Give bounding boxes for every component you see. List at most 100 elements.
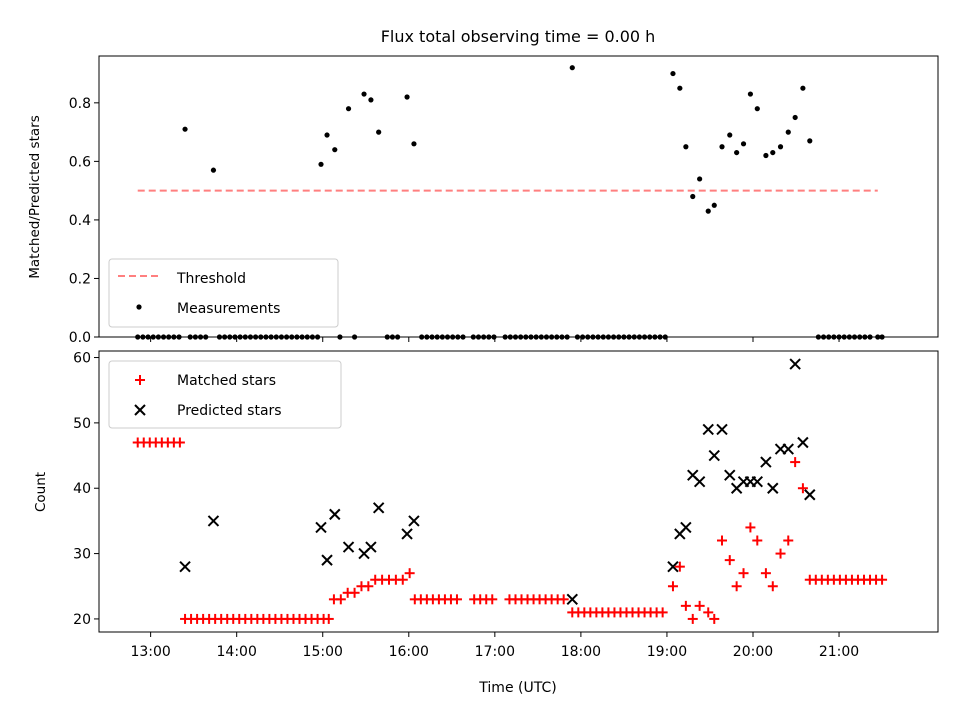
- measurement-point: [187, 334, 193, 340]
- measurement-point: [210, 167, 217, 173]
- measurement-point: [227, 334, 233, 340]
- y-tick-label: 0.4: [69, 213, 91, 229]
- measurement-point: [299, 334, 305, 340]
- measurement-point: [792, 114, 798, 121]
- predicted-star-point: [760, 456, 772, 468]
- predicted-star-point: [566, 593, 578, 606]
- top-panel: 0.00.20.40.60.8 Matched/Predicted stars …: [27, 55, 939, 346]
- measurement-point: [569, 65, 575, 71]
- measurement-point: [176, 334, 182, 340]
- measurement-point: [237, 334, 243, 340]
- measurement-point: [460, 334, 466, 340]
- measurement-point: [182, 126, 188, 132]
- x-tick-label: 21:00: [819, 644, 859, 660]
- predicted-star-point: [372, 502, 385, 514]
- measurement-point: [559, 334, 565, 340]
- measurement-point: [222, 334, 228, 340]
- measurement-point: [785, 129, 791, 135]
- measurement-point: [636, 334, 643, 340]
- matched-star-point: [717, 535, 728, 546]
- measurement-point: [475, 334, 482, 340]
- measurement-point: [332, 147, 338, 153]
- measurement-point: [585, 334, 591, 340]
- legend-predicted-marker: [134, 404, 146, 416]
- measurement-point: [455, 334, 461, 340]
- measurement-point: [289, 334, 295, 340]
- measurement-point: [324, 132, 330, 138]
- measurement-point: [368, 97, 374, 103]
- measurement-point: [171, 334, 177, 340]
- measurement-point: [670, 70, 676, 77]
- measurement-point: [533, 334, 539, 340]
- top-legend: Threshold Measurements: [108, 258, 339, 328]
- measurement-point: [512, 334, 519, 340]
- bottom-y-axis: 20 30 40 50 60: [73, 351, 99, 628]
- matched-star-point: [174, 437, 185, 448]
- matched-star-point: [775, 548, 786, 559]
- measurement-point: [263, 334, 269, 340]
- top-y-axis-label: Matched/Predicted stars: [27, 115, 43, 278]
- predicted-star-point: [321, 554, 333, 566]
- matched-star-point: [709, 613, 720, 624]
- measurement-point: [197, 334, 204, 340]
- measurement-point: [434, 334, 440, 340]
- measurement-point: [135, 334, 141, 340]
- measurement-point: [747, 91, 754, 97]
- measurement-point: [384, 334, 390, 340]
- measurement-point: [309, 334, 316, 340]
- matched-star-point: [667, 581, 678, 592]
- measurement-point: [697, 176, 703, 182]
- measurement-point: [481, 334, 487, 340]
- x-tick-label: 20:00: [733, 644, 773, 660]
- matched-star-point: [745, 522, 756, 533]
- predicted-star-point: [767, 482, 779, 494]
- predicted-star-point: [680, 521, 692, 534]
- measurement-point: [652, 334, 658, 340]
- measurement-point: [439, 334, 445, 340]
- measurement-point: [450, 334, 456, 340]
- legend-matched-label: Matched stars: [177, 373, 276, 389]
- measurement-point: [727, 132, 733, 138]
- bottom-x-axis: 13:00 14:00 15:00 16:00 17:00 18:00 19:00 20:00…: [130, 632, 859, 660]
- x-tick-label: 17:00: [475, 644, 515, 660]
- bottom-panel-marks: [132, 358, 888, 624]
- y-tick-label: 30: [73, 547, 91, 563]
- measurement-point: [444, 334, 451, 340]
- measurement-point: [155, 334, 161, 340]
- top-legend-box: [108, 258, 339, 328]
- measurement-point: [145, 334, 151, 340]
- legend-threshold-label: Threshold: [176, 271, 246, 287]
- measurement-point: [574, 334, 581, 340]
- measurement-point: [763, 152, 769, 159]
- matched-star-point: [451, 594, 462, 605]
- measurement-point: [404, 94, 410, 100]
- y-tick-label: 0.0: [69, 330, 91, 346]
- measurement-point: [304, 334, 310, 340]
- predicted-star-point: [716, 423, 728, 436]
- measurement-point: [283, 334, 290, 340]
- matched-star-point: [731, 581, 742, 592]
- predicted-star-point: [179, 560, 191, 573]
- measurement-point: [258, 334, 264, 340]
- matched-star-point: [738, 568, 749, 579]
- measurement-point: [242, 334, 248, 340]
- measurement-point: [361, 91, 367, 97]
- predicted-star-point: [207, 515, 220, 527]
- legend-matched-swatch: [135, 375, 145, 385]
- bottom-legend: Matched stars Predicted stars: [108, 360, 342, 429]
- measurement-point: [160, 334, 167, 340]
- measurement-point: [337, 334, 343, 340]
- matched-star-point: [783, 535, 794, 546]
- matched-star-point: [487, 594, 498, 605]
- predicted-star-point: [702, 423, 714, 436]
- matched-star-point: [687, 613, 698, 624]
- measurement-point: [376, 129, 382, 135]
- matched-star-point: [335, 594, 346, 605]
- measurement-point: [419, 334, 425, 340]
- legend-predicted-label: Predicted stars: [177, 403, 282, 419]
- measurement-point: [879, 334, 885, 340]
- measurement-point: [754, 106, 760, 112]
- y-tick-label: 40: [73, 481, 91, 497]
- measurement-point: [740, 141, 747, 147]
